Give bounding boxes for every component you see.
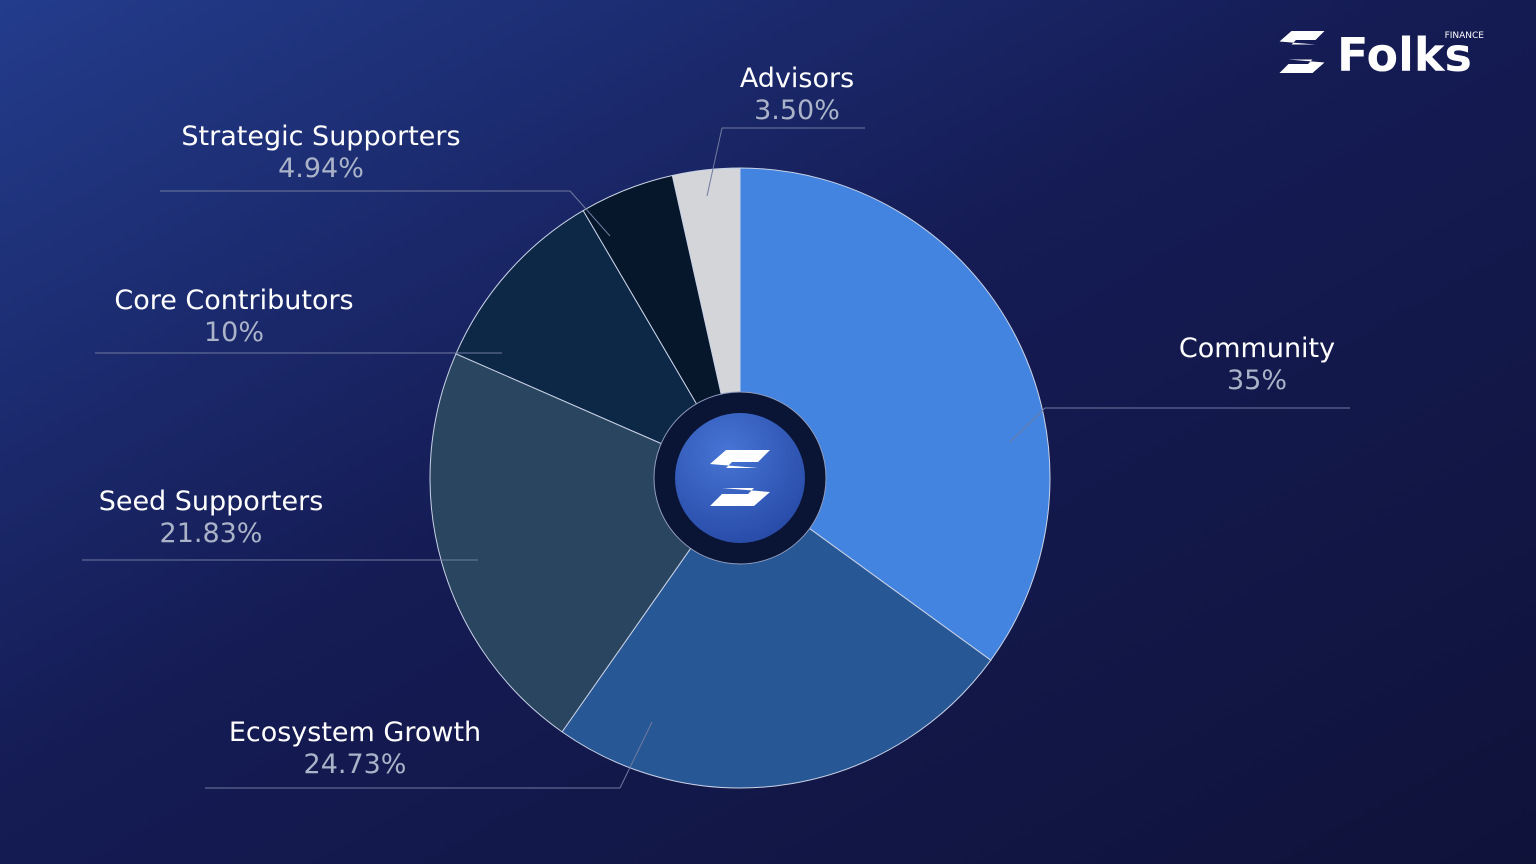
value-label: 24.73% <box>304 749 407 780</box>
logo-name: Folks <box>1337 28 1472 82</box>
pie-slice <box>739 167 1051 661</box>
leader-line <box>1009 407 1350 443</box>
slice-label: Ecosystem Growth <box>229 717 481 748</box>
value-label: 10% <box>204 317 264 348</box>
leader-line <box>160 190 611 237</box>
slice-label: Seed Supporters <box>99 486 324 517</box>
pie-slice <box>561 477 992 789</box>
value-label: 4.94% <box>278 153 364 184</box>
pie-hub <box>653 391 827 565</box>
slice-label: Strategic Supporters <box>181 121 460 152</box>
slice-label: Core Contributors <box>114 285 353 316</box>
leader-line <box>706 127 865 197</box>
slice-label: Advisors <box>740 63 854 94</box>
value-label: 35% <box>1227 365 1287 396</box>
logo: Folks FINANCE <box>1279 28 1485 82</box>
value-label: 21.83% <box>160 518 263 549</box>
slice-label: Community <box>1179 333 1335 364</box>
value-label: 3.50% <box>754 95 840 126</box>
logo-sub: FINANCE <box>1445 31 1485 41</box>
pie-slice <box>455 209 742 480</box>
leader-line <box>205 721 653 789</box>
